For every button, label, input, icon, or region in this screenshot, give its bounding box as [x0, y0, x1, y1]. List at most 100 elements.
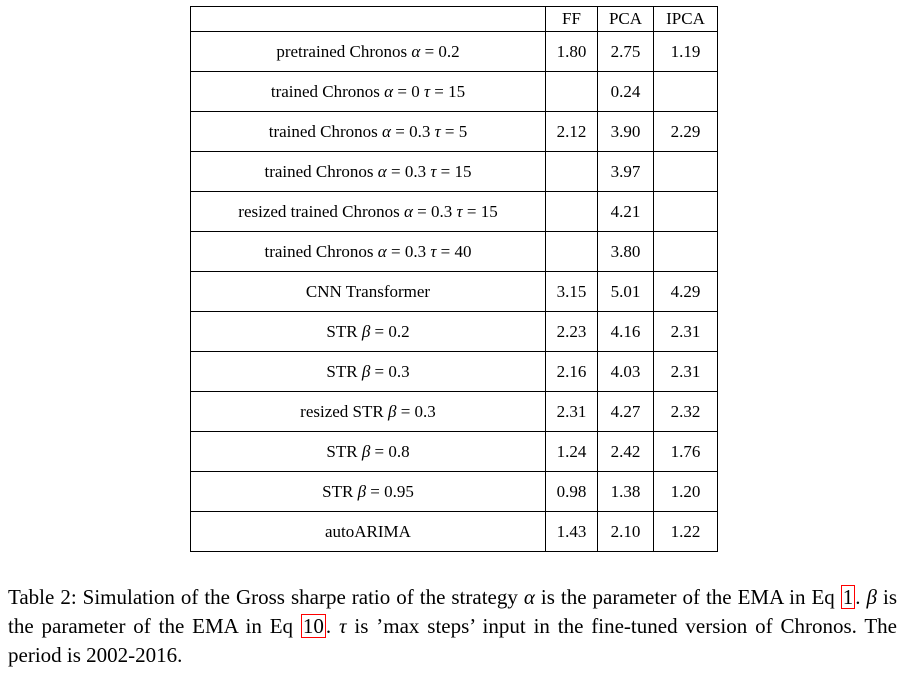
- math-variable: α: [384, 81, 394, 101]
- value-cell-ff: [545, 71, 598, 112]
- caption-text: is the parameter of the EMA in Eq: [534, 585, 841, 609]
- header-col-ff: FF: [545, 6, 598, 32]
- value-cell-ipca: 4.29: [653, 271, 718, 312]
- value-cell-pca: 3.97: [597, 151, 654, 192]
- row-label: trained Chronos α = 0.3 τ = 15: [190, 151, 546, 192]
- value-cell-pca: 4.16: [597, 311, 654, 352]
- value-cell-ff: 1.43: [545, 511, 598, 552]
- row-label: trained Chronos α = 0.3 τ = 5: [190, 111, 546, 152]
- table-row: trained Chronos α = 0 τ = 15 0.24: [190, 71, 718, 112]
- caption-text: .: [855, 585, 867, 609]
- math-variable: τ: [423, 81, 431, 101]
- math-variable: τ: [456, 201, 463, 221]
- value-cell-ff: 2.16: [545, 351, 598, 392]
- value-cell-pca: 2.75: [597, 31, 654, 72]
- table-row: trained Chronos α = 0.3 τ = 5 2.12 3.90 2.2…: [190, 111, 718, 152]
- value-cell-ipca: 1.20: [653, 471, 718, 512]
- header-col-pca: PCA: [597, 6, 654, 32]
- math-variable: τ: [339, 614, 347, 638]
- value-cell-ipca: [653, 71, 718, 112]
- value-cell-pca: 4.27: [597, 391, 654, 432]
- math-variable: τ: [430, 161, 437, 181]
- results-table: FF PCA IPCA pretrained Chronos α = 0.2 1.…: [190, 6, 718, 552]
- table-row: STR β = 0.3 2.16 4.03 2.31: [190, 351, 718, 392]
- value-cell-ipca: [653, 151, 718, 192]
- caption-text: is the parameter of the EMA in Eq: [8, 585, 897, 638]
- value-cell-pca: 3.90: [597, 111, 654, 152]
- table-row: resized trained Chronos α = 0.3 τ = 15 4.…: [190, 191, 718, 232]
- math-variable: α: [377, 161, 387, 181]
- value-cell-ipca: 2.32: [653, 391, 718, 432]
- equation-ref-link[interactable]: 1: [840, 585, 856, 609]
- results-table-wrap: FF PCA IPCA pretrained Chronos α = 0.2 1.…: [190, 6, 718, 552]
- table-row: resized STR β = 0.3 2.31 4.27 2.32: [190, 391, 718, 432]
- table-row: CNN Transformer 3.15 5.01 4.29: [190, 271, 718, 312]
- math-variable: α: [377, 241, 387, 261]
- row-label: STR β = 0.2: [190, 311, 546, 352]
- row-label: resized trained Chronos α = 0.3 τ = 15: [190, 191, 546, 232]
- table-row: trained Chronos α = 0.3 τ = 40 3.80: [190, 231, 718, 272]
- value-cell-ipca: 1.76: [653, 431, 718, 472]
- value-cell-pca: 1.38: [597, 471, 654, 512]
- header-empty-cell: [190, 6, 546, 32]
- value-cell-ff: [545, 231, 598, 272]
- value-cell-pca: 5.01: [597, 271, 654, 312]
- row-label: STR β = 0.8: [190, 431, 546, 472]
- math-variable: τ: [430, 241, 437, 261]
- table-row: STR β = 0.2 2.23 4.16 2.31: [190, 311, 718, 352]
- math-variable: τ: [434, 121, 441, 141]
- math-variable: β: [361, 361, 371, 381]
- math-variable: β: [388, 401, 397, 421]
- math-variable: α: [403, 201, 413, 221]
- value-cell-ipca: 1.22: [653, 511, 718, 552]
- caption-text: is ’max steps’ input in the fine-tuned v…: [8, 614, 897, 667]
- math-variable: α: [382, 121, 391, 141]
- table-row: pretrained Chronos α = 0.2 1.80 2.75 1.19: [190, 31, 718, 72]
- value-cell-pca: 4.21: [597, 191, 654, 232]
- value-cell-ff: 1.24: [545, 431, 598, 472]
- row-label: trained Chronos α = 0 τ = 15: [190, 71, 546, 112]
- caption-text: .: [325, 614, 340, 638]
- row-label: autoARIMA: [190, 511, 546, 552]
- value-cell-ipca: [653, 231, 718, 272]
- value-cell-pca: 3.80: [597, 231, 654, 272]
- math-variable: α: [523, 585, 535, 609]
- table-row: autoARIMA 1.43 2.10 1.22: [190, 511, 718, 552]
- value-cell-ff: 2.23: [545, 311, 598, 352]
- table-row: trained Chronos α = 0.3 τ = 15 3.97: [190, 151, 718, 192]
- table-body: pretrained Chronos α = 0.2 1.80 2.75 1.19 tr…: [190, 31, 718, 552]
- row-label: trained Chronos α = 0.3 τ = 40: [190, 231, 546, 272]
- value-cell-ff: [545, 191, 598, 232]
- row-label: STR β = 0.95: [190, 471, 546, 512]
- math-variable: β: [357, 481, 367, 501]
- caption-text: Table 2: Simulation of the Gross sharpe …: [8, 585, 524, 609]
- math-variable: β: [361, 441, 371, 461]
- table-caption: Table 2: Simulation of the Gross sharpe …: [8, 583, 897, 670]
- row-label: STR β = 0.3: [190, 351, 546, 392]
- math-variable: α: [411, 41, 421, 61]
- value-cell-ff: 2.12: [545, 111, 598, 152]
- row-label: pretrained Chronos α = 0.2: [190, 31, 546, 72]
- value-cell-ipca: 2.31: [653, 311, 718, 352]
- value-cell-pca: 4.03: [597, 351, 654, 392]
- value-cell-ff: 2.31: [545, 391, 598, 432]
- row-label: CNN Transformer: [190, 271, 546, 312]
- math-variable: β: [866, 585, 877, 609]
- header-row: FF PCA IPCA: [190, 6, 718, 32]
- table-header: FF PCA IPCA: [190, 6, 718, 32]
- value-cell-ipca: 2.31: [653, 351, 718, 392]
- value-cell-ipca: 2.29: [653, 111, 718, 152]
- value-cell-pca: 0.24: [597, 71, 654, 112]
- table-row: STR β = 0.8 1.24 2.42 1.76: [190, 431, 718, 472]
- value-cell-ipca: [653, 191, 718, 232]
- value-cell-ff: [545, 151, 598, 192]
- math-variable: β: [361, 321, 371, 341]
- value-cell-ipca: 1.19: [653, 31, 718, 72]
- value-cell-ff: 0.98: [545, 471, 598, 512]
- value-cell-ff: 3.15: [545, 271, 598, 312]
- equation-ref-link[interactable]: 10: [300, 614, 326, 638]
- value-cell-pca: 2.10: [597, 511, 654, 552]
- header-col-ipca: IPCA: [653, 6, 718, 32]
- value-cell-pca: 2.42: [597, 431, 654, 472]
- row-label: resized STR β = 0.3: [190, 391, 546, 432]
